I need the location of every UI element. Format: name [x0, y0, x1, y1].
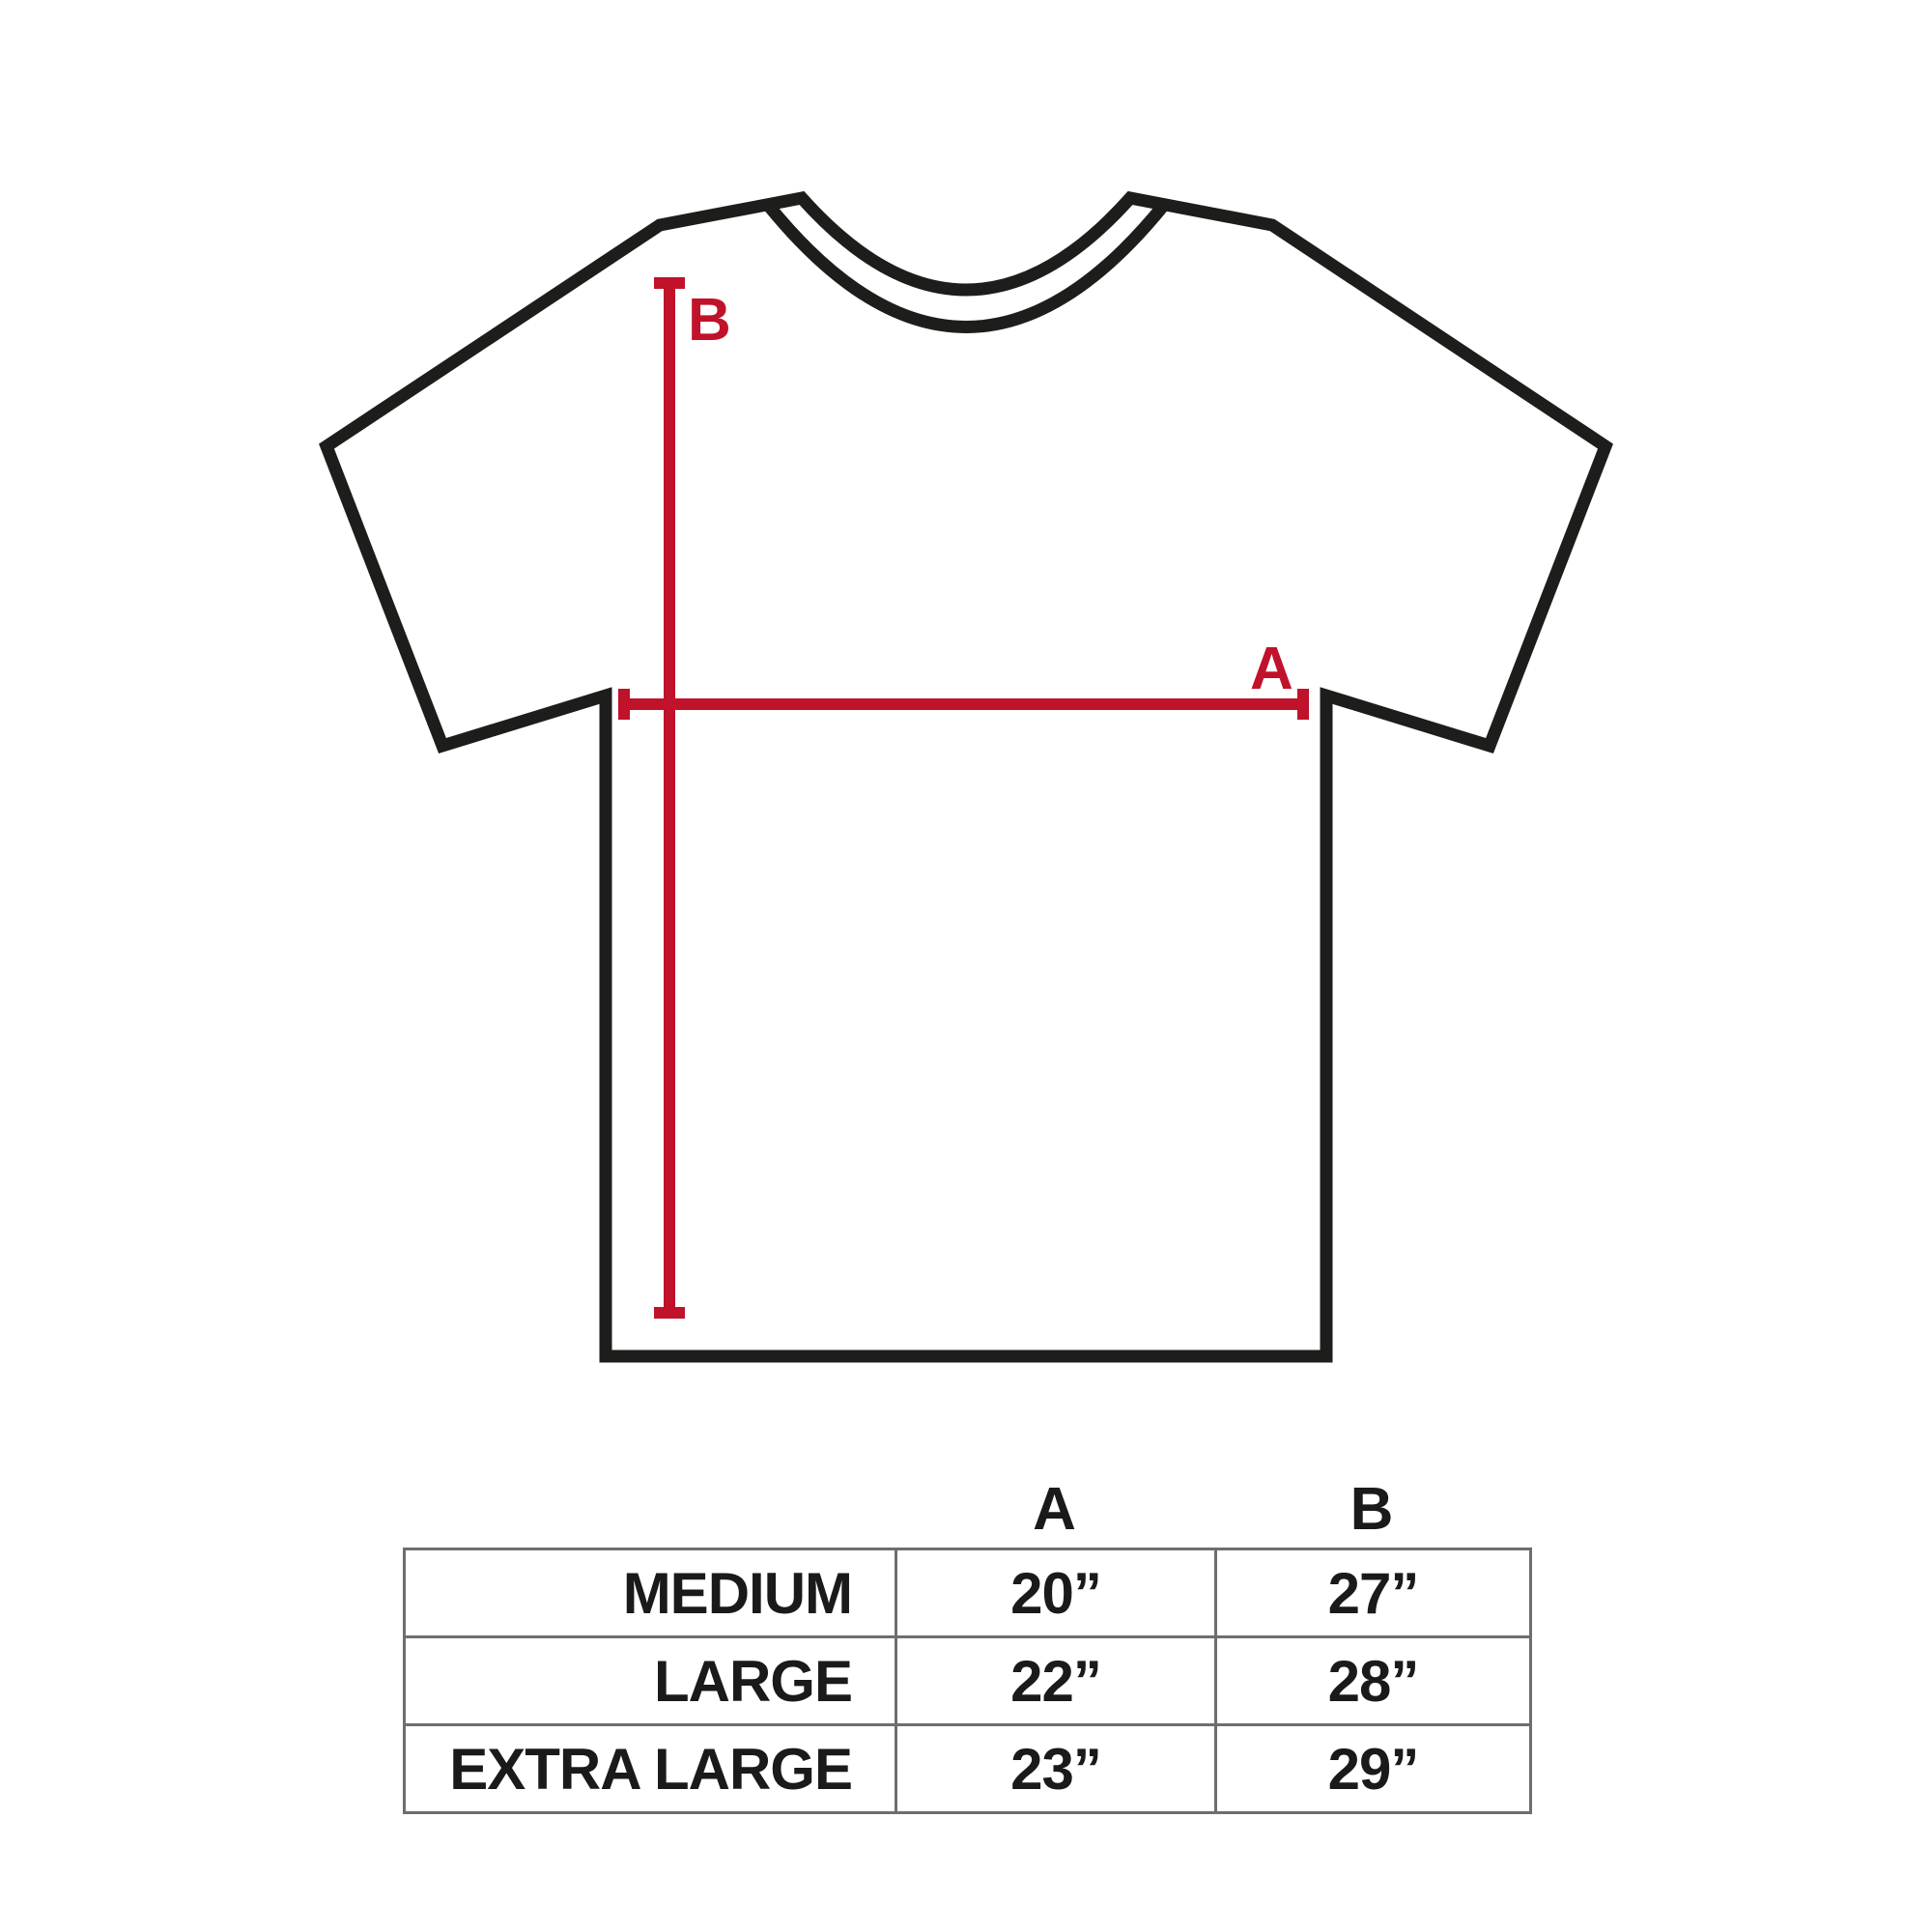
column-header-a: A — [1033, 1476, 1076, 1543]
measure-line-b: B — [654, 277, 731, 1319]
medium-measure-b: 27” — [1214, 1548, 1532, 1638]
tshirt-outline — [319, 190, 1613, 1363]
extra-large-measure-a: 23” — [895, 1723, 1217, 1814]
table-row-extra-large: EXTRA LARGE 23” 29” — [403, 1723, 1532, 1814]
extra-large-measure-b: 29” — [1214, 1723, 1532, 1814]
measure-label-a: A — [1250, 636, 1293, 702]
size-table-column-headers: A B — [403, 1478, 1529, 1542]
table-row-medium: MEDIUM 20” 27” — [403, 1548, 1532, 1638]
measure-line-a: A — [618, 636, 1309, 720]
size-label-large: LARGE — [403, 1635, 897, 1726]
medium-measure-a: 20” — [895, 1548, 1217, 1638]
size-table: MEDIUM 20” 27” LARGE 22” 28” EXTRA LARGE… — [403, 1548, 1532, 1814]
large-measure-a: 22” — [895, 1635, 1217, 1726]
large-measure-b: 28” — [1214, 1635, 1532, 1726]
measure-label-b: B — [688, 287, 731, 354]
collar-band-arc — [762, 200, 1170, 333]
size-label-extra-large: EXTRA LARGE — [403, 1723, 897, 1814]
size-label-medium: MEDIUM — [403, 1548, 897, 1638]
column-header-b: B — [1350, 1476, 1394, 1543]
table-row-large: LARGE 22” 28” — [403, 1635, 1532, 1726]
